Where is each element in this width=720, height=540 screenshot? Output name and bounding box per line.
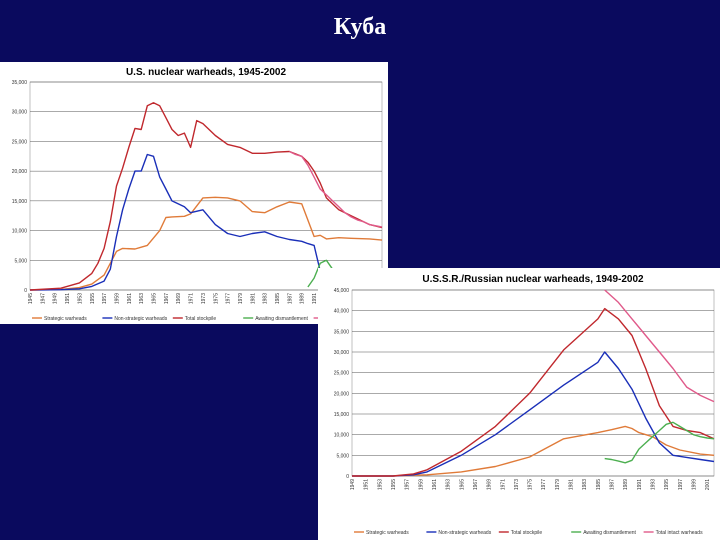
series-line [307,259,334,288]
legend-label: Strategic warheads [44,316,87,322]
legend-label: Total stockpile [185,316,217,322]
legend-label: Awaiting dismantlement [583,530,636,536]
x-tick-label: 1987 [610,479,616,490]
ussr-chart-panel: U.S.S.R./Russian nuclear warheads, 1949-… [318,268,720,540]
y-tick-label: 20,000 [12,169,28,175]
x-tick-label: 1969 [487,479,493,490]
us-warheads-chart: U.S. nuclear warheads, 1945-2002 0 5,000 10… [12,67,383,322]
x-tick-label: 1983 [263,293,269,304]
x-tick-label: 1967 [164,293,170,304]
y-tick-label: 35,000 [12,80,28,86]
x-tick-label: 1957 [405,479,411,490]
x-tick-label: 1973 [201,293,207,304]
series-line [29,153,321,291]
x-tick-label: 1967 [473,479,479,490]
x-tick-label: 1971 [500,479,506,490]
x-tick-label: 1969 [176,293,182,304]
series-line [352,351,715,477]
y-tick-label: 15,000 [12,199,28,205]
x-tick-label: 1981 [250,293,256,304]
x-tick-label: 1975 [213,293,219,304]
x-tick-label: 1995 [664,479,670,490]
x-tick-label: 1951 [364,479,370,490]
legend-label: Non-strategic warheads [438,530,491,536]
x-tick-label: 1997 [678,479,684,490]
x-tick-label: 1983 [582,479,588,490]
x-tick-label: 1959 [114,293,120,304]
x-tick-label: 1961 [127,293,133,304]
x-tick-label: 1979 [555,479,561,490]
x-tick-label: 1963 [139,293,145,304]
x-tick-label: 1993 [651,479,657,490]
x-tick-label: 1947 [40,293,46,304]
y-tick-label: 20,000 [334,391,350,397]
x-tick-label: 1987 [287,293,293,304]
x-tick-label: 1959 [418,479,424,490]
x-tick-label: 2001 [705,479,711,490]
x-tick-label: 1955 [391,479,397,490]
y-tick-label: 25,000 [334,371,350,377]
legend-label: Strategic warheads [366,530,409,536]
x-tick-label: 1971 [189,293,195,304]
legend-label: Total stockpile [511,530,543,536]
x-tick-label: 1965 [152,293,158,304]
y-tick-label: 0 [346,474,349,480]
x-tick-label: 1945 [28,293,34,304]
x-tick-label: 1977 [226,293,232,304]
x-tick-label: 1985 [596,479,602,490]
x-tick-label: 1989 [300,293,306,304]
x-tick-label: 1981 [569,479,575,490]
y-tick-label: 30,000 [334,350,350,356]
x-tick-label: 1999 [692,479,698,490]
x-tick-label: 1949 [53,293,59,304]
x-tick-label: 1963 [446,479,452,490]
series-line [604,421,715,464]
ussr-warheads-chart: U.S.S.R./Russian nuclear warheads, 1949-… [334,274,715,536]
us-chart-panel: U.S. nuclear warheads, 1945-2002 0 5,000 10… [0,62,388,324]
plot-area [29,81,383,291]
series-line [604,289,715,403]
y-tick-label: 0 [24,288,27,294]
y-tick-label: 10,000 [12,229,28,235]
plot-area [351,289,715,477]
slide-title: Куба [333,14,387,40]
legend-label: Non-strategic warheads [114,316,167,322]
chart-title: U.S.S.R./Russian nuclear warheads, 1949-… [422,274,644,285]
x-tick-label: 1975 [528,479,534,490]
legend-label: Total intact warheads [656,530,703,536]
x-tick-label: 1953 [77,293,83,304]
x-tick-label: 1961 [432,479,438,490]
x-tick-label: 1965 [459,479,465,490]
chart-title: U.S. nuclear warheads, 1945-2002 [126,67,287,78]
series-line [352,425,715,477]
x-tick-label: 1957 [102,293,108,304]
x-tick-label: 1951 [65,293,71,304]
y-tick-label: 5,000 [336,453,349,459]
y-tick-label: 10,000 [334,433,350,439]
x-tick-label: 1989 [623,479,629,490]
x-tick-label: 1953 [377,479,383,490]
y-tick-label: 30,000 [12,110,28,116]
y-tick-label: 45,000 [334,288,350,294]
x-tick-label: 1955 [90,293,96,304]
series-line [352,307,715,477]
y-tick-label: 5,000 [14,258,27,264]
x-tick-label: 1985 [275,293,281,304]
y-tick-label: 15,000 [334,412,350,418]
x-tick-label: 1991 [312,293,318,304]
legend-label: Awaiting dismantlement [255,316,308,322]
y-tick-label: 40,000 [334,309,350,315]
series-line [289,150,383,228]
x-tick-label: 1973 [514,479,520,490]
y-tick-label: 25,000 [12,139,28,145]
x-tick-label: 1977 [541,479,547,490]
x-tick-label: 1949 [350,479,356,490]
x-tick-label: 1991 [637,479,643,490]
x-tick-label: 1979 [238,293,244,304]
y-tick-label: 35,000 [334,329,350,335]
series-line [29,102,383,291]
